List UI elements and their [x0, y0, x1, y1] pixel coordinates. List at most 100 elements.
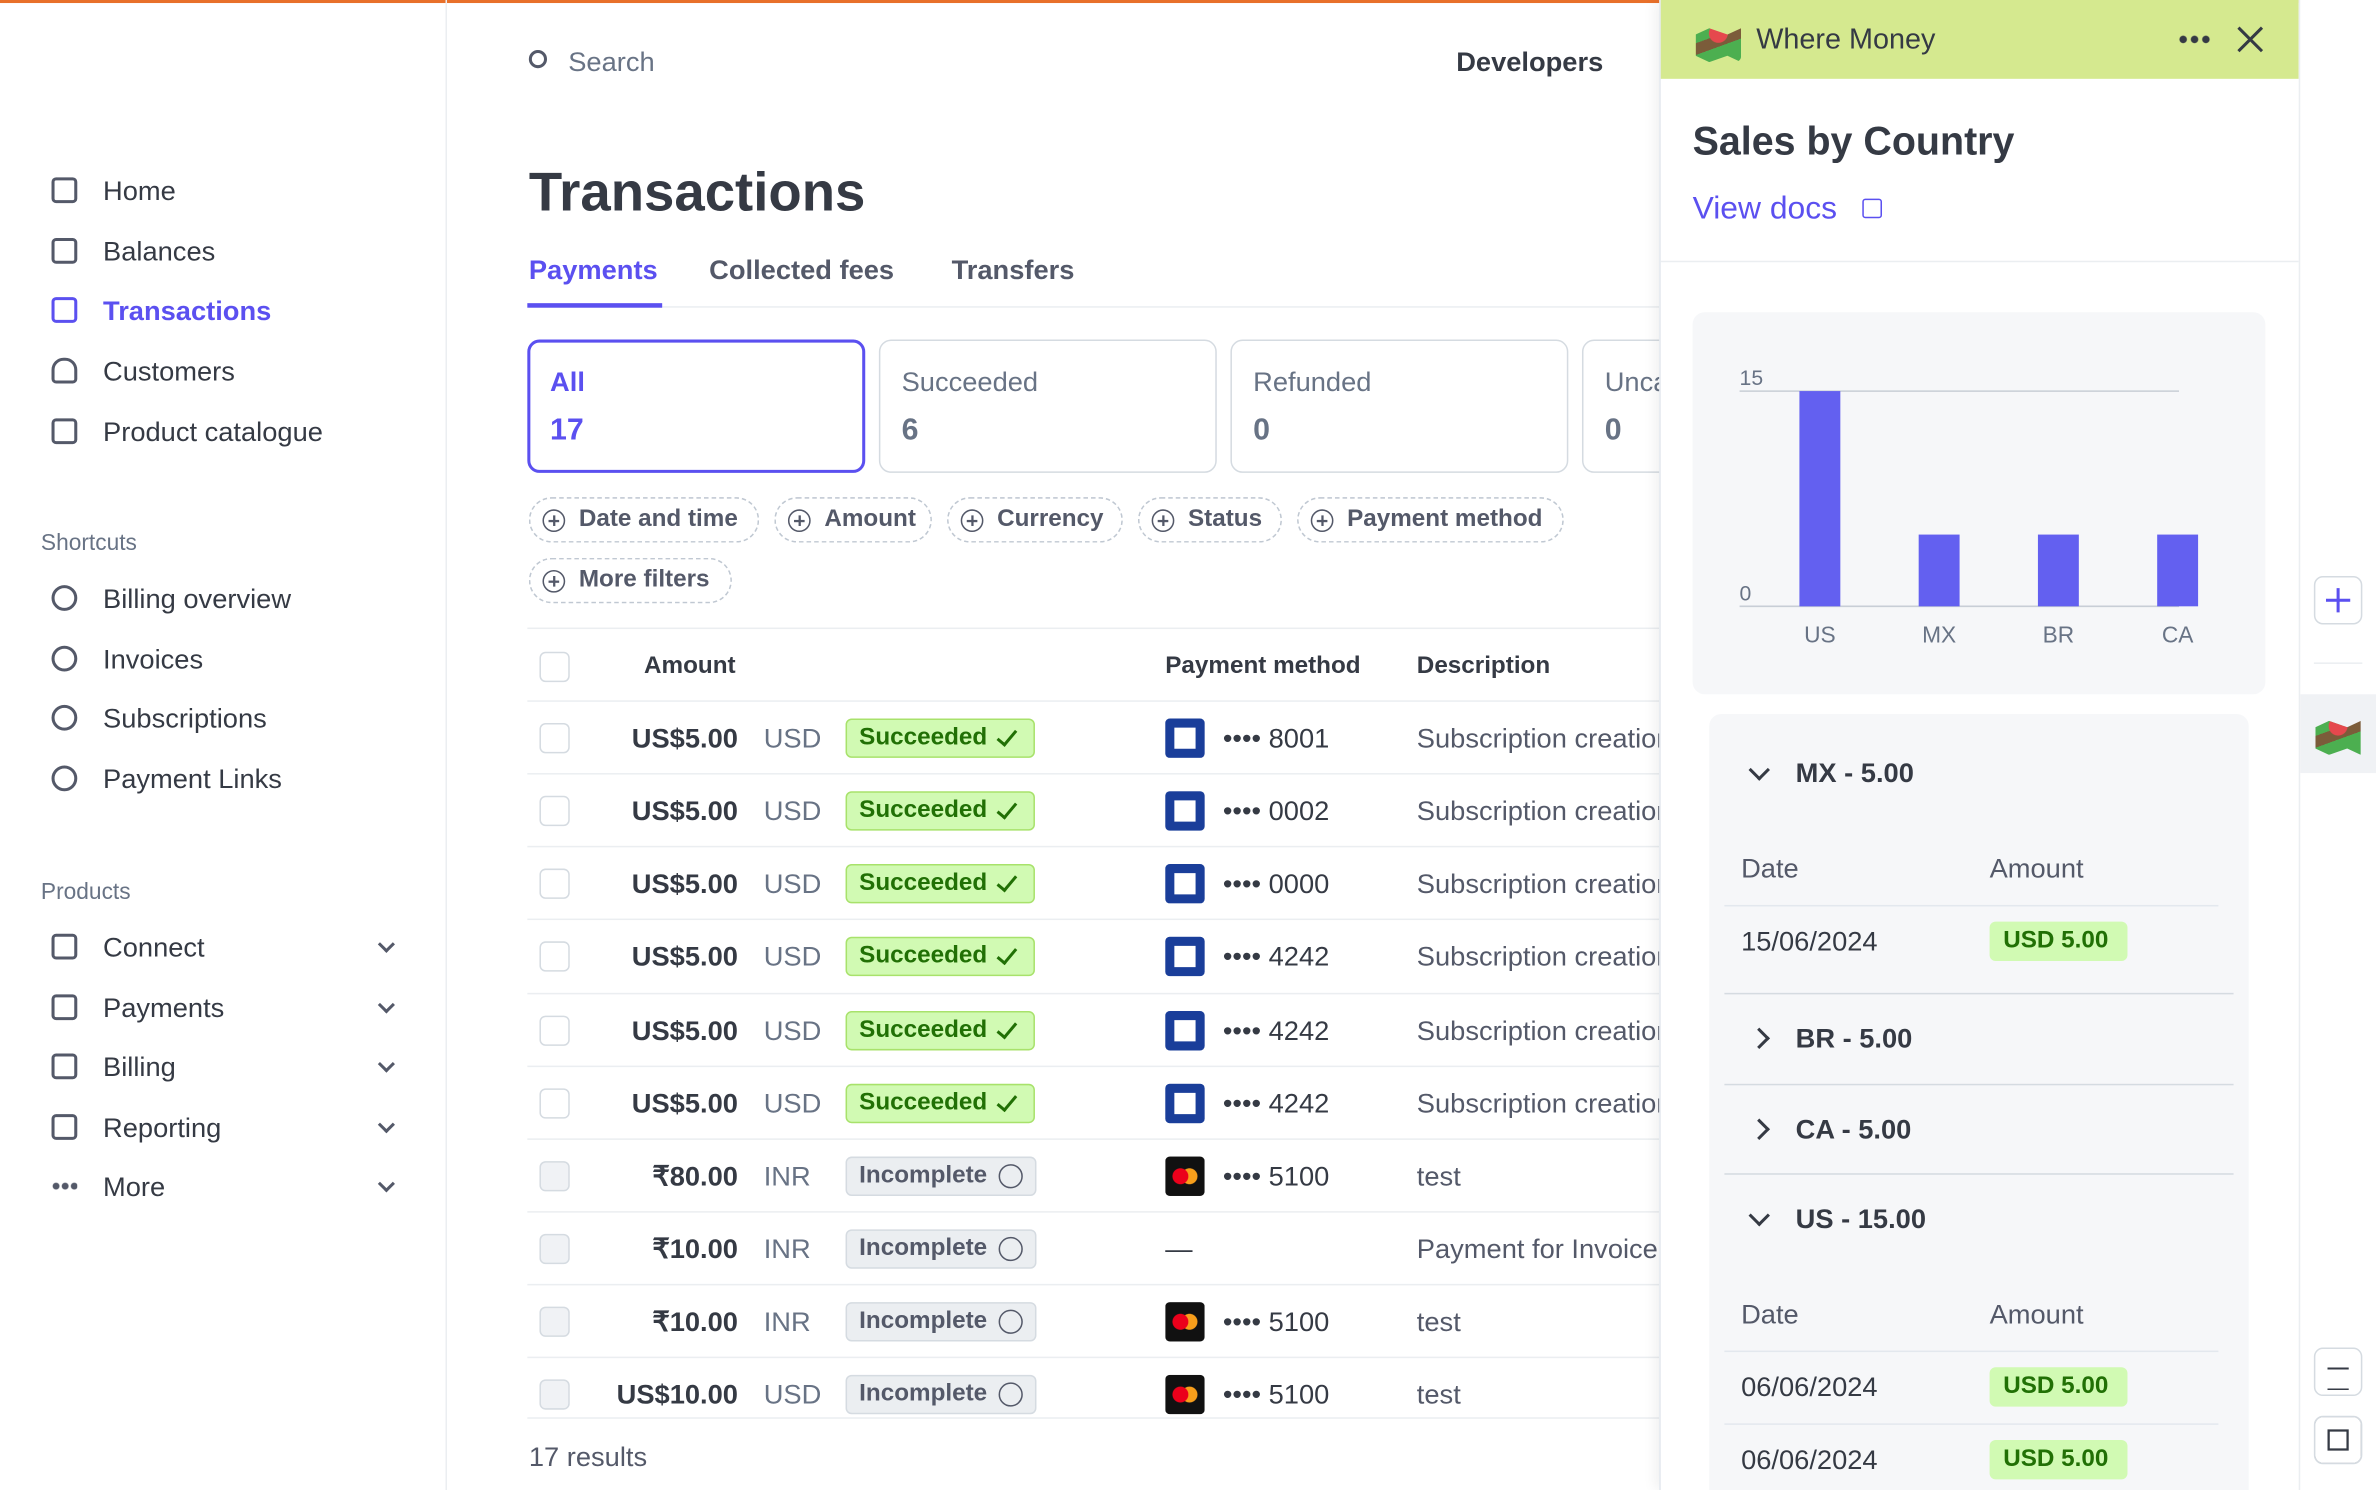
nav-item[interactable]: Customers	[103, 356, 235, 387]
group-header[interactable]: US - 15.00	[1795, 1203, 1927, 1234]
clock-icon	[998, 1163, 1023, 1189]
plus-icon	[542, 509, 566, 533]
currency: USD	[763, 941, 822, 973]
product-item[interactable]: Reporting	[103, 1112, 222, 1143]
status-card[interactable]	[1230, 339, 1569, 473]
status-badge	[845, 937, 1035, 977]
app-icon	[1695, 28, 1742, 63]
checkbox[interactable]	[539, 651, 570, 683]
filter-pill[interactable]	[528, 497, 760, 543]
product-item[interactable]: Payments	[103, 992, 225, 1024]
more-button[interactable]	[2177, 34, 2211, 44]
checkbox[interactable]	[539, 1087, 570, 1119]
shortcut-item[interactable]: Billing overview	[103, 583, 292, 614]
chart: 0 15 US MX BR CA	[1739, 367, 2199, 648]
checkbox[interactable]	[539, 1014, 570, 1046]
list-button[interactable]	[2313, 1347, 2363, 1397]
filter-pill[interactable]	[528, 557, 732, 604]
nav-item[interactable]: Product catalogue	[103, 416, 323, 448]
payment-method: •••• 4242	[1222, 941, 1330, 973]
amount: USD 5.00	[2003, 1373, 2109, 1400]
add-app-button[interactable]	[2313, 576, 2363, 625]
search-input[interactable]: Search	[568, 46, 655, 78]
filter-label: Date and time	[578, 506, 738, 533]
status-text: Incomplete	[859, 1381, 988, 1408]
status-card[interactable]	[878, 339, 1217, 473]
nav-icon	[51, 933, 78, 960]
amount: US$5.00	[631, 941, 738, 973]
filter-pill[interactable]	[1137, 497, 1282, 543]
payment-method: •••• 4242	[1222, 1014, 1330, 1046]
amount-badge	[1989, 921, 2128, 962]
shortcut-item[interactable]: Payment Links	[103, 763, 282, 795]
checkbox[interactable]	[539, 1306, 570, 1338]
date: 06/06/2024	[1741, 1371, 1878, 1403]
description: Subscription creation	[1416, 796, 1672, 827]
group-header[interactable]: MX - 5.00	[1795, 757, 1914, 789]
status-badge	[845, 1156, 1037, 1196]
filter-pill[interactable]	[1297, 497, 1564, 543]
status-badge	[845, 718, 1035, 758]
checkbox[interactable]	[539, 1233, 570, 1265]
chevron-icon	[377, 1116, 395, 1134]
amount: US$5.00	[631, 796, 738, 827]
checkbox[interactable]	[539, 941, 570, 973]
sidebar-divider	[445, 0, 448, 1490]
clock-icon	[998, 1382, 1023, 1408]
x-tick-label: US	[1804, 622, 1836, 648]
status-card[interactable]	[527, 339, 866, 473]
nav-item[interactable]: Balances	[103, 236, 216, 267]
tab[interactable]: Collected fees	[709, 254, 895, 285]
terminal-button[interactable]	[2313, 1415, 2363, 1465]
checkbox[interactable]	[539, 723, 570, 754]
nav-item[interactable]: Transactions	[103, 295, 272, 326]
chevron-icon	[377, 996, 395, 1014]
description: Subscription creation	[1416, 941, 1672, 973]
tab[interactable]: Payments	[528, 254, 658, 285]
developers-link[interactable]: Developers	[1456, 46, 1604, 78]
product-item[interactable]: More	[103, 1171, 166, 1203]
filter-pill[interactable]	[774, 497, 932, 543]
docs-link[interactable]: View docs	[1692, 190, 1838, 226]
app-name: Where Money	[1756, 24, 1936, 57]
status-badge	[845, 1375, 1037, 1415]
nav-icon	[51, 1114, 78, 1140]
status-text: Succeeded	[859, 1089, 988, 1116]
group-header[interactable]: CA - 5.00	[1795, 1114, 1912, 1145]
shortcut-item[interactable]: Invoices	[103, 644, 204, 675]
row-divider	[527, 700, 1660, 702]
chevron-icon	[377, 1055, 395, 1073]
visa-icon	[1165, 937, 1205, 977]
tab[interactable]: Transfers	[951, 254, 1075, 285]
product-item[interactable]: Connect	[103, 932, 205, 963]
nav-item[interactable]: Home	[103, 175, 176, 207]
checkbox[interactable]	[539, 796, 570, 827]
checkbox[interactable]	[539, 1160, 570, 1192]
y-tick-label: 15	[1740, 367, 1764, 390]
group-header[interactable]: BR - 5.00	[1795, 1023, 1913, 1054]
bar	[2157, 534, 2199, 607]
row-divider	[527, 773, 1660, 775]
mastercard-icon	[1165, 1302, 1205, 1342]
clock-icon	[998, 1236, 1023, 1262]
product-item[interactable]: Billing	[103, 1051, 176, 1083]
nav-icon	[51, 1173, 78, 1199]
nav-icon	[51, 994, 78, 1021]
shortcut-item[interactable]: Subscriptions	[103, 703, 267, 734]
page-title: Transactions	[528, 160, 866, 223]
filter-pill[interactable]	[947, 497, 1123, 543]
column-header: Date	[1741, 1299, 1799, 1330]
row-divider	[527, 1357, 1660, 1359]
checkbox[interactable]	[539, 1379, 570, 1411]
checkbox[interactable]	[539, 869, 570, 900]
group-divider	[1724, 992, 2234, 995]
description: Subscription creation	[1416, 869, 1672, 900]
amount: ₹10.00	[652, 1233, 738, 1265]
row-divider	[527, 1417, 1660, 1419]
amount-badge	[1989, 1439, 2128, 1479]
x-tick-label: CA	[2162, 622, 2194, 648]
row-divider	[527, 992, 1660, 994]
row-divider	[527, 1211, 1660, 1213]
currency: USD	[763, 869, 822, 900]
visa-icon	[1165, 718, 1205, 758]
